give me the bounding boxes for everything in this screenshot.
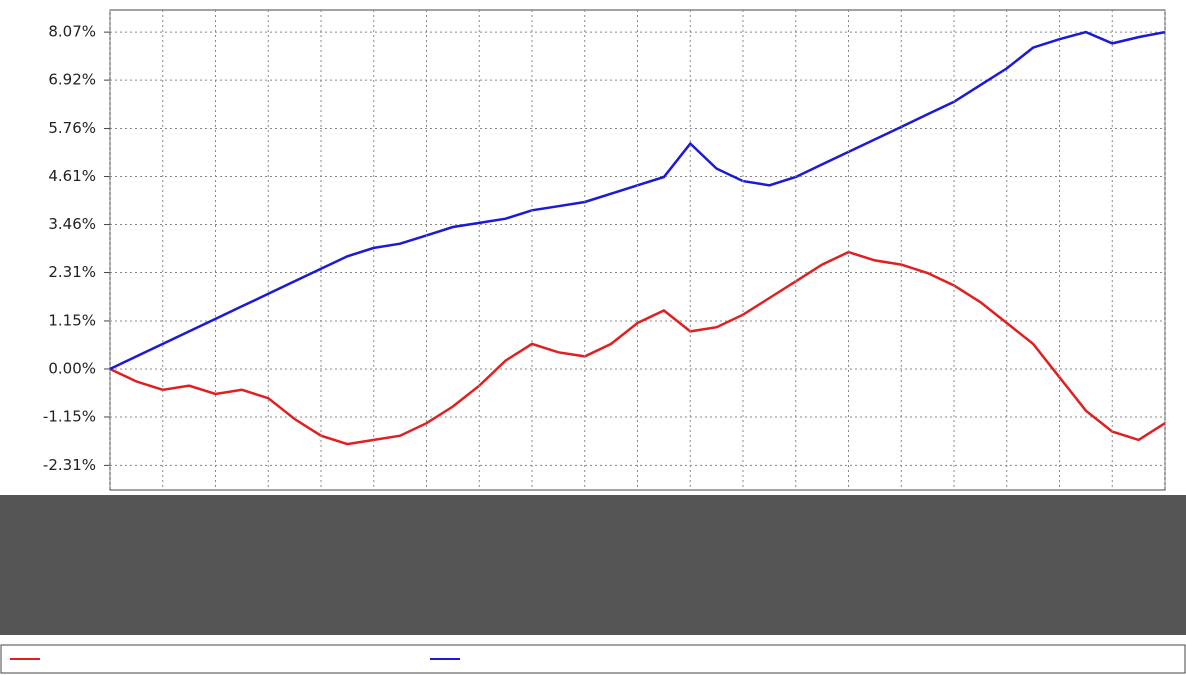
y-tick-label: -1.15% bbox=[43, 407, 96, 425]
y-tick-label: 3.46% bbox=[48, 215, 96, 233]
y-tick-label: -2.31% bbox=[43, 456, 96, 474]
y-tick-label: 4.61% bbox=[48, 167, 96, 185]
line-series bbox=[109, 250, 1166, 446]
y-tick-label: 8.07% bbox=[48, 23, 96, 41]
x-axis-band bbox=[0, 495, 1186, 635]
y-tick-label: 0.00% bbox=[48, 359, 96, 377]
y-tick-label: 5.76% bbox=[48, 119, 96, 137]
legend-box bbox=[0, 644, 1186, 674]
y-tick-label: 6.92% bbox=[48, 71, 96, 89]
y-tick-label: 2.31% bbox=[48, 263, 96, 281]
y-tick-label: 1.15% bbox=[48, 311, 96, 329]
